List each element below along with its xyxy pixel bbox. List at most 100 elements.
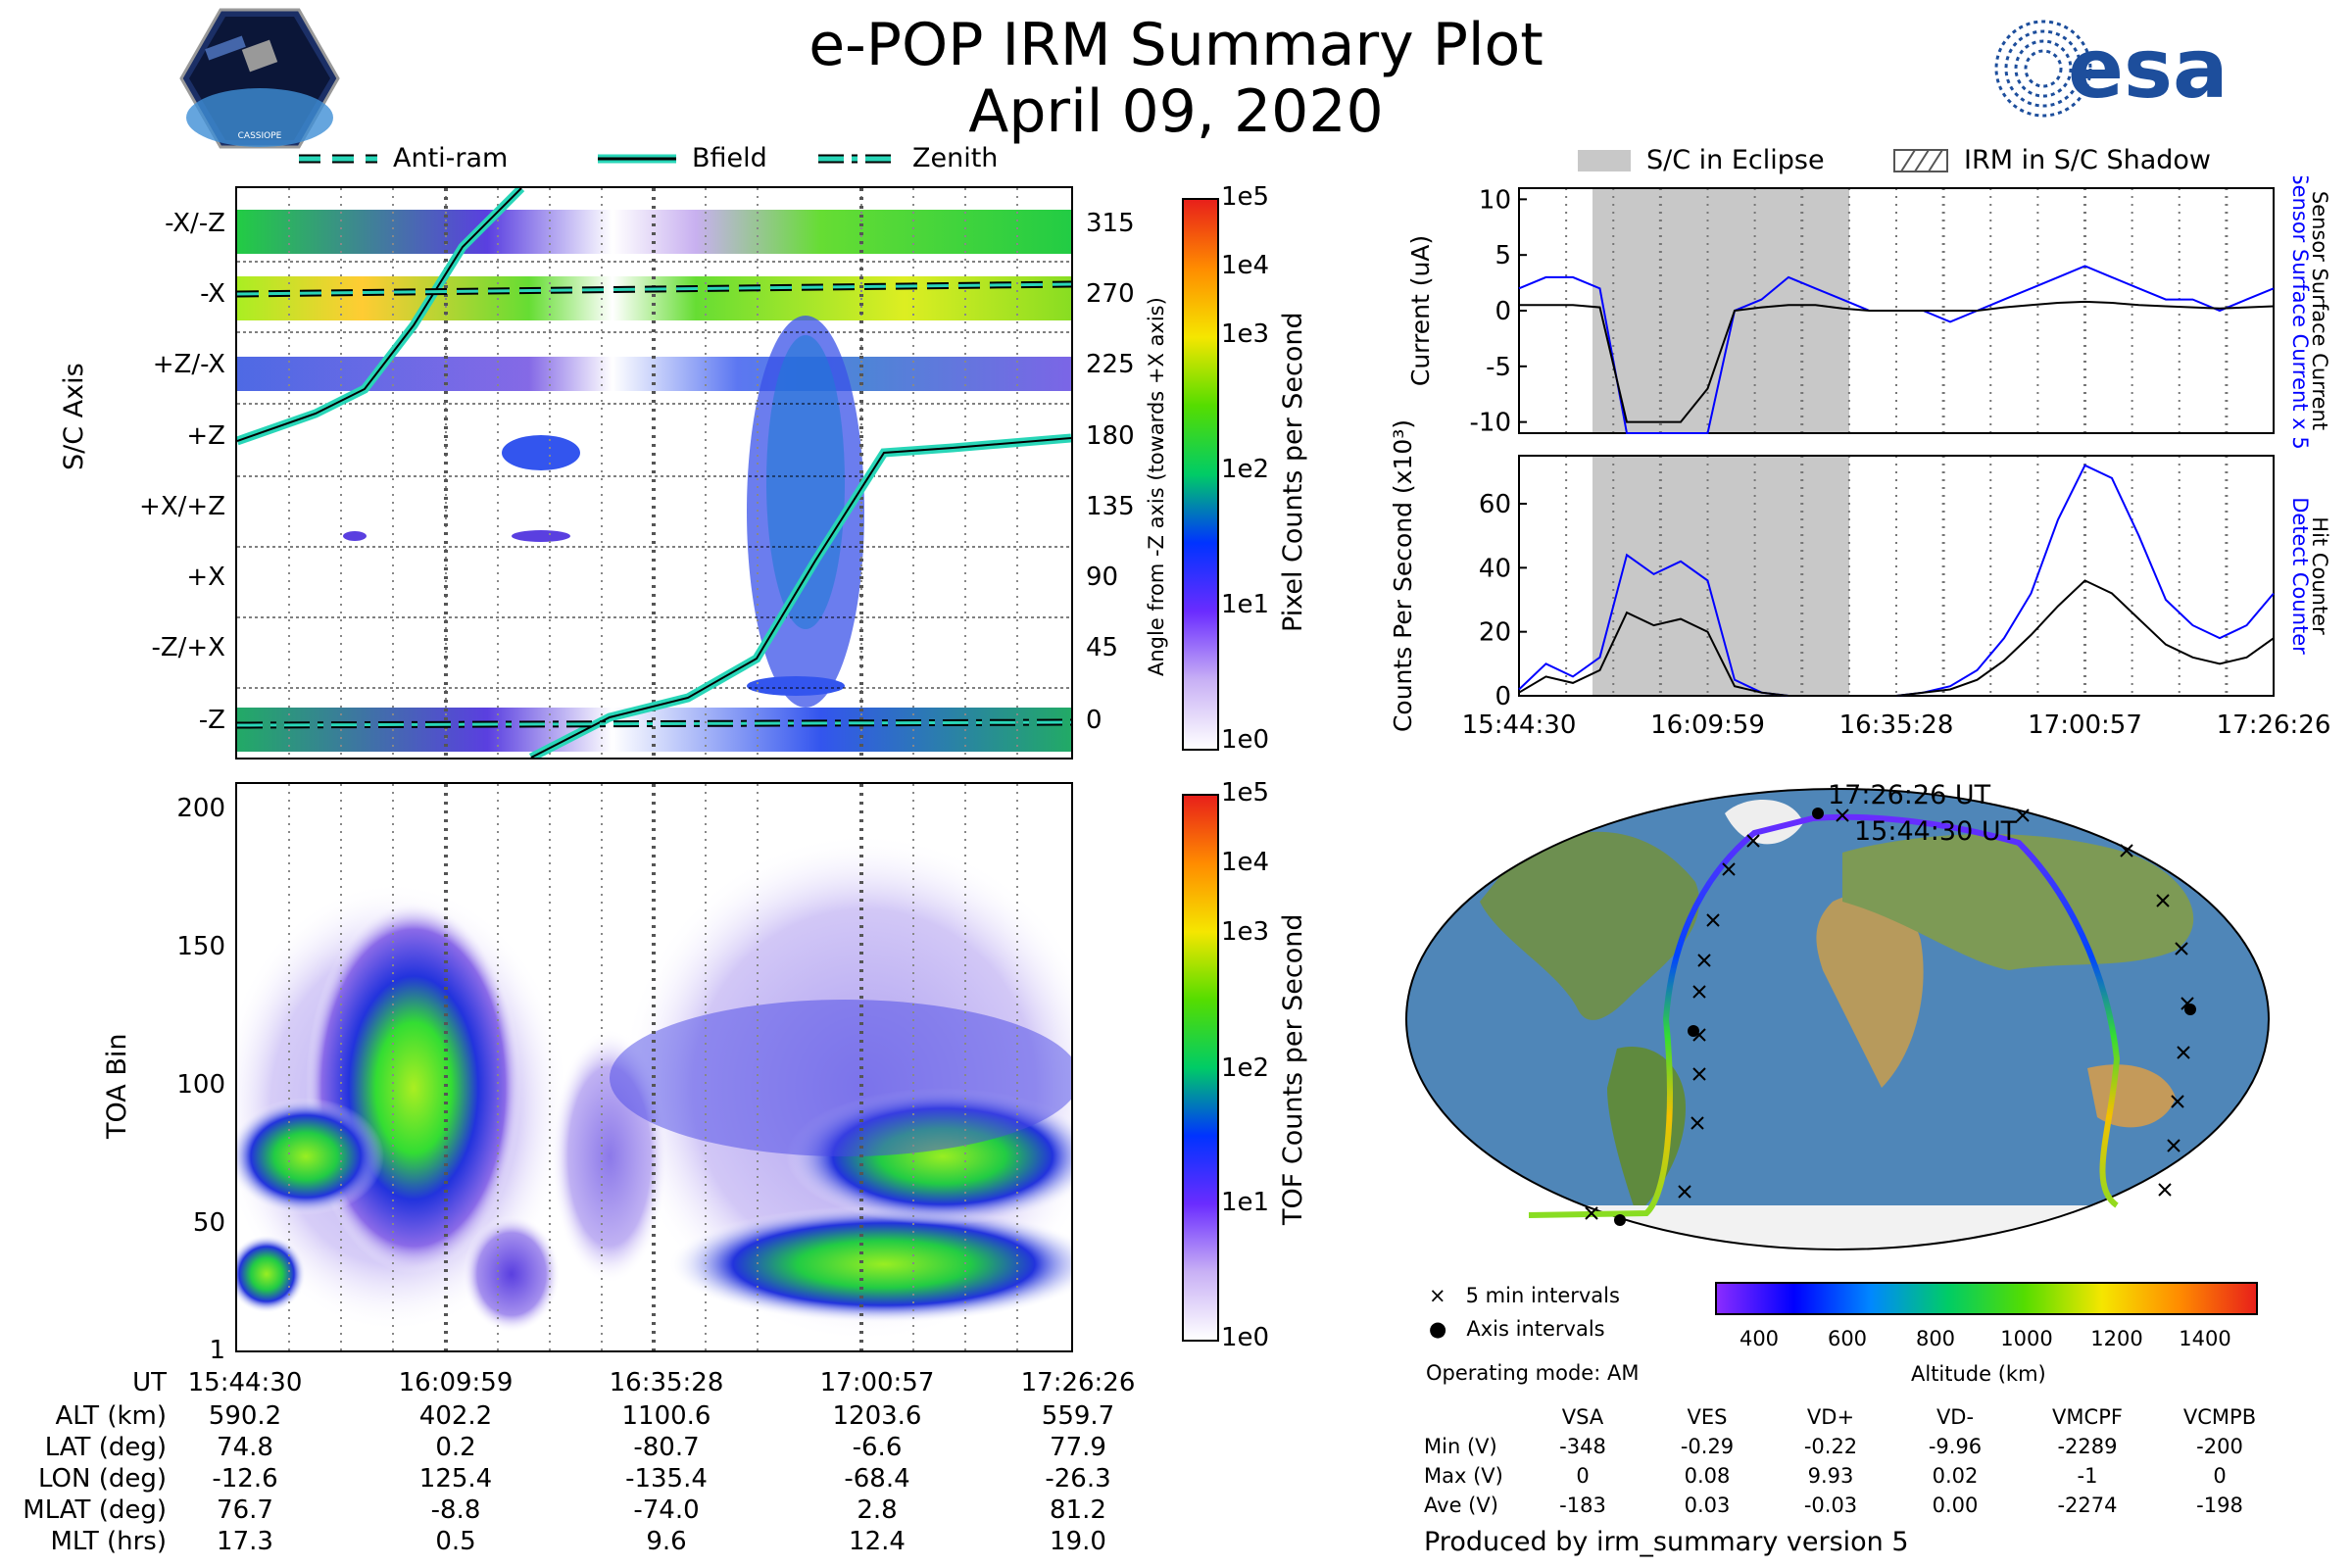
xtick-label: 15:44:30 [1462, 710, 1577, 740]
ephem-row-label: LAT (deg) [44, 1433, 167, 1462]
ephem-row-label: MLAT (deg) [23, 1495, 167, 1525]
voltage-cell: -200 [2196, 1435, 2243, 1458]
voltage-row-label: Ave (V) [1424, 1494, 1498, 1517]
map-label-end: 17:26:26 UT [1828, 780, 1991, 810]
chart-ylabel: Current (uA) [1406, 235, 1435, 386]
voltage-cell: -2289 [2057, 1435, 2118, 1458]
altitude-tick: 600 [1827, 1327, 1868, 1350]
ephem-cell: 19.0 [1050, 1527, 1106, 1556]
ephem-cell: 81.2 [1050, 1495, 1106, 1525]
voltage-row-label: Min (V) [1424, 1435, 1497, 1458]
cb1-1e1: 1e1 [1221, 590, 1270, 619]
world-map: 17:26:26 UT 15:44:30 UT [1405, 780, 2270, 1250]
ytick-label: 5 [1494, 241, 1511, 270]
map-legend-axis-label: Axis intervals [1466, 1317, 1605, 1341]
ytick-label: -10 [1470, 409, 1511, 438]
altitude-label: Altitude (km) [1911, 1362, 2046, 1386]
ephem-cell: 15:44:30 [187, 1368, 303, 1397]
ephem-cell: -8.8 [430, 1495, 481, 1525]
angle-0: 0 [1086, 706, 1102, 735]
ephem-cell: 1100.6 [621, 1401, 711, 1431]
ytick-pzmx: +Z/-X [152, 350, 225, 379]
toa-tick-1: 1 [209, 1336, 225, 1365]
ephem-cell: 1203.6 [832, 1401, 922, 1431]
sc-axis-panel [235, 186, 1073, 760]
xtick-label: 17:00:57 [2028, 710, 2142, 740]
operating-mode: Operating mode: AM [1426, 1361, 1640, 1385]
altitude-tick: 1400 [2179, 1327, 2231, 1350]
toa-tick-150: 150 [176, 932, 225, 961]
voltage-cell: -183 [1559, 1494, 1606, 1517]
legend-eclipse: S/C in Eclipse [1578, 145, 1825, 175]
xtick-label: 17:26:26 [2217, 710, 2331, 740]
legend-bfield: Bfield [598, 143, 767, 173]
ytick-label: 0 [1494, 297, 1511, 326]
page-title: e-POP IRM Summary Plot [808, 11, 1544, 79]
eclipse-region [1592, 188, 1849, 433]
footer-text: Produced by irm_summary version 5 [1424, 1527, 1909, 1557]
sc-axis-spectrogram [237, 188, 1071, 758]
series-line-1 [1519, 300, 2275, 423]
chart-right-label: Hit Counter [2308, 516, 2331, 635]
toa-tick-200: 200 [176, 794, 225, 823]
ephem-row-label: MLT (hrs) [50, 1527, 168, 1556]
chart-right-label: Sensor Surface Current [2308, 191, 2331, 430]
voltage-header: VD+ [1806, 1405, 1855, 1429]
ephem-row-label: ALT (km) [55, 1401, 167, 1431]
x-marker-icon: × [1429, 1284, 1446, 1307]
ephem-cell: 17.3 [217, 1527, 273, 1556]
xtick-label: 16:09:59 [1650, 710, 1765, 740]
ytick-mzpx: -Z/+X [151, 633, 225, 662]
ephem-cell: 16:35:28 [609, 1368, 724, 1397]
ephem-cell: 9.6 [646, 1527, 687, 1556]
ephem-cell: 2.8 [857, 1495, 898, 1525]
dot-marker-icon: ● [1429, 1317, 1447, 1341]
cassiope-logo-text: CASSIOPE [238, 131, 282, 141]
legend-shadow: IRM in S/C Shadow [1893, 145, 2211, 175]
voltage-cell: 0.00 [1932, 1494, 1979, 1517]
cb2-1e4: 1e4 [1221, 848, 1270, 877]
tof-colorbar [1182, 794, 1219, 1342]
altitude-tick: 1000 [2000, 1327, 2053, 1350]
ephem-cell: 125.4 [418, 1464, 493, 1494]
map-label-start: 15:44:30 UT [1854, 816, 2018, 847]
ytick-mz: -Z [198, 706, 225, 735]
cb2-1e1: 1e1 [1221, 1188, 1270, 1217]
ytick-mx: -X [200, 279, 225, 309]
voltage-cell: -0.22 [1803, 1435, 1858, 1458]
ephem-cell: -12.6 [212, 1464, 278, 1494]
chart-right-label: Detect Counter [2288, 497, 2312, 655]
angle-135: 135 [1086, 492, 1135, 521]
cb1-1e2: 1e2 [1221, 455, 1270, 484]
voltage-cell: -0.29 [1680, 1435, 1735, 1458]
ephem-cell: 74.8 [217, 1433, 273, 1462]
ephem-cell: -26.3 [1045, 1464, 1111, 1494]
altitude-tick: 1200 [2090, 1327, 2143, 1350]
angle-315: 315 [1086, 209, 1135, 238]
line-charts: 10 5 0 -5 -10 Current (uA) Sensor Surface Curr… [1389, 176, 2331, 740]
angle-axis-label: Angle from -Z axis (towards +X axis) [1145, 297, 1168, 676]
series-line-1 [1518, 579, 2275, 697]
ephem-cell: 17:00:57 [819, 1368, 935, 1397]
legend-zenith-label: Zenith [912, 143, 999, 173]
cb2-1e3: 1e3 [1221, 917, 1270, 947]
ephem-cell: -80.7 [633, 1433, 700, 1462]
esa-logo-text: esa [2068, 21, 2229, 117]
altitude-tick: 400 [1739, 1327, 1780, 1350]
ytick-pxpz: +X/+Z [139, 492, 225, 521]
cb1-1e4: 1e4 [1221, 251, 1270, 280]
voltage-cell: -348 [1559, 1435, 1606, 1458]
ephem-cell: 77.9 [1050, 1433, 1106, 1462]
ephem-cell: 0.2 [435, 1433, 476, 1462]
esa-logo: esa [1994, 20, 2229, 118]
angle-90: 90 [1086, 563, 1119, 592]
ephem-cell: 16:09:59 [398, 1368, 514, 1397]
ephem-cell: -6.6 [852, 1433, 903, 1462]
altitude-tick: 800 [1915, 1327, 1956, 1350]
cassiope-logo: CASSIOPE [179, 8, 340, 149]
voltage-cell: 9.93 [1807, 1464, 1854, 1488]
cb2-1e2: 1e2 [1221, 1054, 1270, 1083]
cb2-1e5: 1e5 [1221, 778, 1270, 808]
ephem-cell: -74.0 [633, 1495, 700, 1525]
ephem-cell: 402.2 [418, 1401, 493, 1431]
